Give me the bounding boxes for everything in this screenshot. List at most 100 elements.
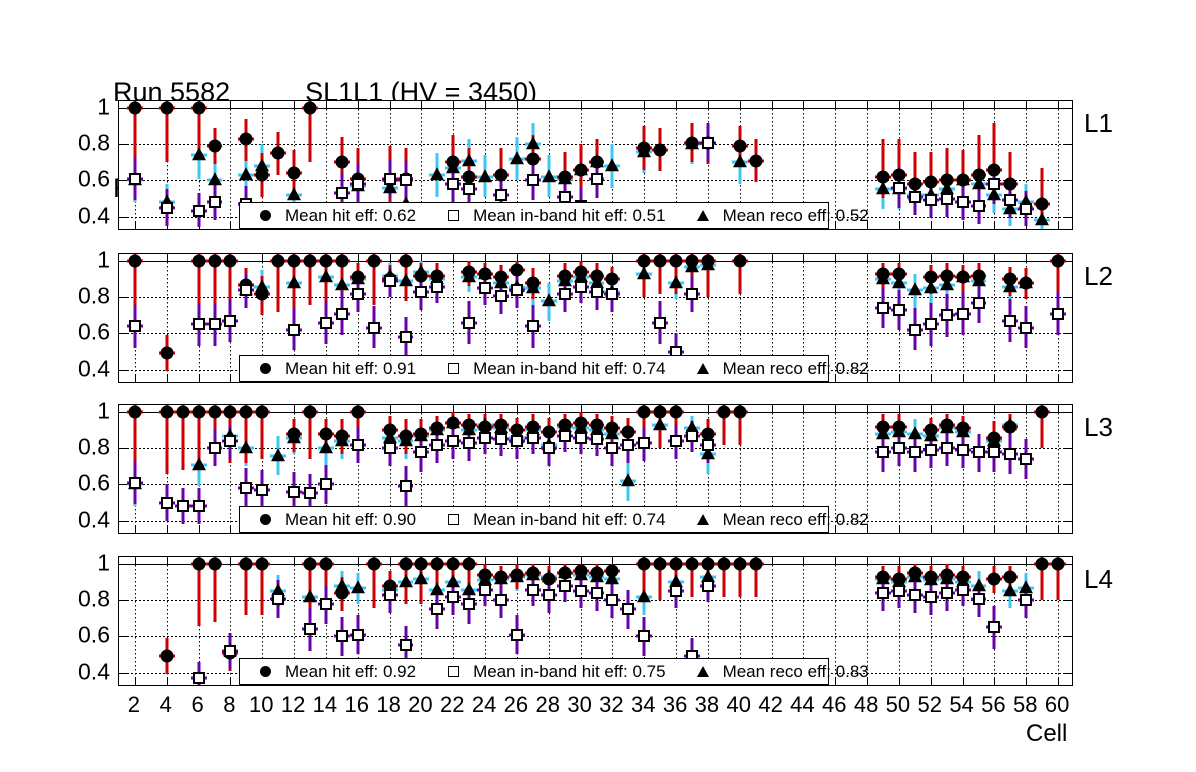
x-tick-mark bbox=[516, 254, 518, 261]
data-point-marker bbox=[430, 557, 444, 571]
data-point-marker bbox=[558, 287, 571, 300]
x-tick-mark bbox=[580, 254, 582, 261]
gridline-vertical bbox=[548, 557, 550, 685]
data-point-marker bbox=[192, 101, 206, 115]
x-tick-mark bbox=[994, 101, 996, 108]
x-tick-mark bbox=[930, 405, 932, 412]
gridline-vertical bbox=[325, 101, 327, 229]
data-point-marker bbox=[590, 269, 603, 283]
data-point-marker bbox=[463, 436, 476, 449]
data-point-marker bbox=[541, 293, 556, 307]
data-point-marker bbox=[590, 285, 603, 298]
data-point-marker bbox=[972, 592, 985, 605]
data-point-marker bbox=[574, 280, 587, 293]
data-point-marker bbox=[940, 192, 953, 205]
data-point-marker bbox=[304, 623, 316, 636]
x-tick-mark bbox=[962, 101, 964, 108]
y-tick-mark bbox=[1064, 216, 1072, 218]
gridline-horizontal bbox=[119, 412, 1072, 414]
data-point-marker bbox=[272, 592, 285, 605]
x-tick-label: 2 bbox=[127, 692, 141, 717]
y-tick-mark bbox=[119, 369, 127, 371]
gridline-vertical bbox=[771, 254, 773, 382]
error-bar-vertical bbox=[308, 254, 312, 305]
data-point-marker bbox=[128, 320, 141, 333]
gridline-vertical bbox=[453, 557, 455, 685]
data-point-marker bbox=[462, 170, 476, 184]
gridline-vertical bbox=[867, 254, 869, 382]
error-bar-vertical bbox=[706, 254, 710, 298]
data-point-marker bbox=[685, 254, 699, 268]
data-point-marker bbox=[924, 318, 937, 331]
x-tick-mark bbox=[198, 526, 200, 533]
data-point-marker bbox=[192, 500, 205, 513]
y-tick-mark bbox=[119, 600, 127, 602]
x-tick-label: 58 bbox=[1013, 692, 1038, 717]
data-point-marker bbox=[972, 445, 985, 458]
gridline-vertical bbox=[612, 557, 614, 685]
data-point-marker bbox=[208, 318, 221, 331]
error-bar-vertical bbox=[467, 557, 471, 601]
y-tick-label: 0.6 bbox=[78, 621, 110, 648]
error-bar-vertical bbox=[324, 557, 328, 608]
legend-l1: Mean hit eff: 0.62 Mean in-band hit eff: … bbox=[239, 202, 869, 229]
data-point-marker bbox=[526, 431, 539, 444]
gridline-vertical bbox=[262, 405, 264, 533]
data-point-marker bbox=[525, 136, 540, 150]
error-bar-vertical bbox=[244, 557, 248, 615]
data-point-marker bbox=[908, 588, 921, 601]
x-tick-mark bbox=[835, 222, 837, 229]
data-point-marker bbox=[271, 447, 286, 461]
gridline-vertical bbox=[262, 254, 264, 382]
gridline-vertical bbox=[453, 405, 455, 533]
legend-marker-reco-icon bbox=[692, 363, 714, 374]
x-tick-mark bbox=[771, 101, 773, 108]
data-point-marker bbox=[987, 572, 1001, 586]
error-bar-vertical bbox=[881, 138, 885, 199]
y-tick-label: 0.4 bbox=[78, 202, 110, 229]
data-point-marker bbox=[288, 485, 301, 498]
y-tick-label: 0.8 bbox=[78, 282, 110, 309]
gridline-vertical bbox=[867, 101, 869, 229]
y-axis-labels-l2: 1 0.8 0.6 0.4 bbox=[0, 247, 118, 383]
data-point-marker bbox=[732, 154, 747, 168]
data-point-marker bbox=[208, 139, 221, 153]
data-point-marker bbox=[749, 154, 763, 168]
error-bar-vertical bbox=[197, 405, 201, 470]
data-point-marker bbox=[908, 566, 922, 580]
data-point-marker bbox=[447, 590, 460, 603]
gridline-vertical bbox=[580, 254, 582, 382]
error-bar-vertical bbox=[165, 101, 169, 163]
data-point-marker bbox=[478, 420, 492, 434]
data-point-marker bbox=[414, 269, 428, 283]
data-point-marker bbox=[1035, 557, 1049, 571]
error-bar-vertical bbox=[674, 254, 678, 294]
x-tick-mark bbox=[1058, 526, 1060, 533]
error-bar-vertical bbox=[658, 254, 662, 294]
data-point-marker bbox=[701, 136, 714, 149]
gridline-vertical bbox=[230, 405, 232, 533]
data-point-marker bbox=[335, 429, 349, 443]
data-point-marker bbox=[972, 199, 985, 212]
data-point-marker bbox=[574, 265, 588, 279]
data-point-marker bbox=[987, 431, 1001, 444]
y-tick-mark bbox=[119, 216, 127, 218]
x-tick-mark bbox=[230, 101, 232, 108]
legend-item-reco: Mean reco eff: 0.82 bbox=[692, 359, 869, 379]
data-point-marker bbox=[478, 169, 493, 183]
error-bar-vertical bbox=[722, 405, 726, 445]
x-tick-mark bbox=[707, 101, 709, 108]
gridline-vertical bbox=[421, 557, 423, 685]
x-tick-mark bbox=[898, 405, 900, 412]
x-tick-mark bbox=[771, 557, 773, 564]
data-point-marker bbox=[653, 557, 667, 571]
data-point-marker bbox=[733, 557, 747, 571]
data-point-marker bbox=[908, 445, 921, 458]
data-point-marker bbox=[335, 187, 348, 200]
data-point-marker bbox=[367, 322, 380, 335]
legend-item-reco: Mean reco eff: 0.83 bbox=[692, 662, 869, 682]
legend-marker-hit-icon bbox=[254, 514, 276, 525]
data-point-marker bbox=[558, 269, 572, 283]
data-point-marker bbox=[605, 564, 619, 578]
data-point-marker bbox=[223, 254, 237, 268]
